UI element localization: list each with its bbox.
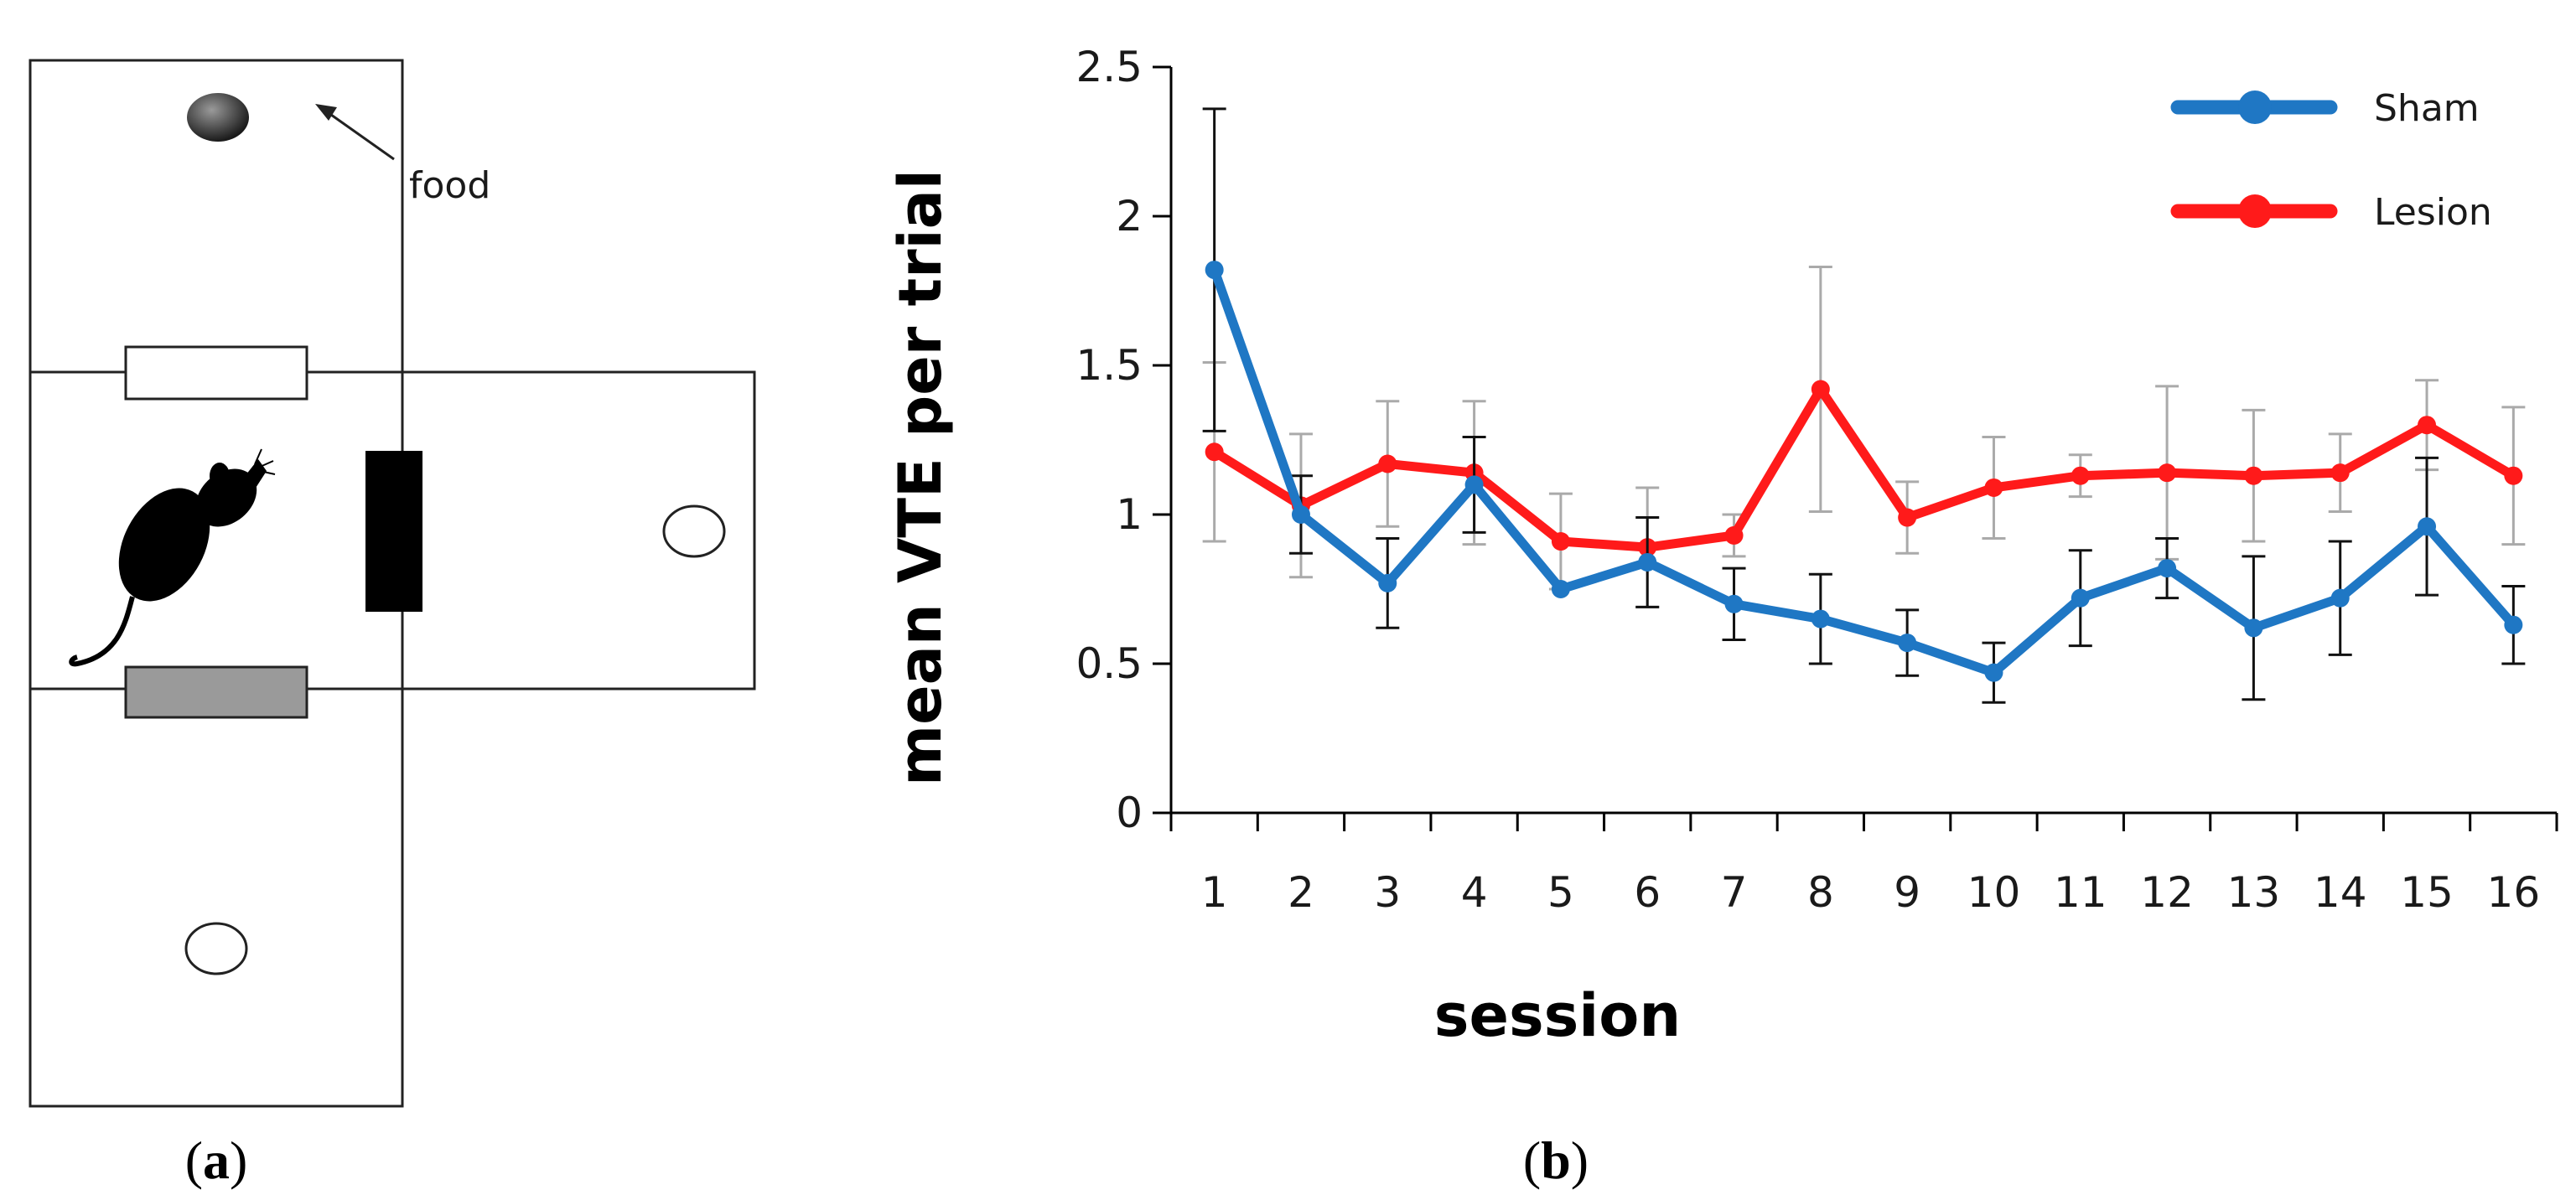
data-point bbox=[1724, 525, 1744, 545]
data-point bbox=[1464, 475, 1484, 494]
x-axis: 1 2 3 4 5 6 7 8 9 10 11 12 13 14 15 16 bbox=[1169, 811, 2558, 917]
x-tick-label: 7 bbox=[1721, 868, 1748, 917]
food-label: food bbox=[409, 164, 490, 207]
data-point bbox=[1638, 552, 1657, 572]
data-point bbox=[1205, 261, 1224, 280]
legend-label: Sham bbox=[2374, 87, 2480, 130]
panel-label-b: (b) bbox=[1523, 1130, 1589, 1190]
series-lesion bbox=[1202, 266, 2526, 608]
data-point bbox=[2418, 416, 2437, 435]
data-point bbox=[1724, 594, 1744, 613]
data-point bbox=[1551, 580, 1570, 598]
x-tick-label: 4 bbox=[1461, 868, 1488, 917]
series-line bbox=[1210, 268, 2517, 678]
line-chart: 00.511.522.5 1 2 3 4 5 6 7 8 9 10 11 12 13 14 15 16 Sha… bbox=[886, 43, 2558, 1190]
series-layer bbox=[1202, 107, 2526, 704]
data-point bbox=[1984, 478, 2003, 497]
data-point bbox=[2158, 559, 2177, 578]
legend-label: Lesion bbox=[2374, 191, 2492, 234]
legend-marker bbox=[2238, 194, 2272, 228]
x-axis-title: session bbox=[1434, 981, 1681, 1050]
data-point bbox=[2504, 466, 2523, 485]
data-point bbox=[1811, 380, 1830, 399]
y-tick-label: 2.5 bbox=[1075, 43, 1143, 91]
data-point bbox=[2158, 463, 2177, 483]
y-tick-label: 0.5 bbox=[1075, 639, 1143, 688]
y-tick-label: 1 bbox=[1116, 490, 1143, 539]
data-point bbox=[2504, 615, 2523, 634]
x-tick-label: 11 bbox=[2054, 868, 2107, 917]
rat-icon bbox=[69, 448, 276, 667]
y-tick-label: 0 bbox=[1116, 789, 1143, 837]
food-pellet-icon bbox=[187, 93, 249, 142]
data-point bbox=[2071, 588, 2090, 608]
data-point bbox=[1378, 573, 1397, 592]
x-tick-label: 6 bbox=[1634, 868, 1661, 917]
x-tick-label: 2 bbox=[1288, 868, 1314, 917]
data-point bbox=[2244, 466, 2263, 485]
panel-label-a: (a) bbox=[185, 1130, 248, 1190]
data-point bbox=[2071, 466, 2090, 485]
x-tick-label: 12 bbox=[2140, 868, 2194, 917]
series-sham bbox=[1202, 107, 2526, 704]
maze-diagram: food (a) bbox=[29, 59, 756, 1190]
data-point bbox=[2330, 588, 2350, 608]
x-tick-label: 10 bbox=[1967, 868, 2021, 917]
data-point bbox=[1291, 505, 1310, 524]
data-point bbox=[1898, 634, 1917, 653]
data-point bbox=[2244, 618, 2263, 638]
data-point bbox=[2418, 517, 2437, 536]
black-barrier bbox=[365, 451, 422, 612]
data-point bbox=[1898, 508, 1917, 527]
x-tick-label: 16 bbox=[2487, 868, 2541, 917]
y-tick-label: 2 bbox=[1116, 192, 1143, 241]
x-tick-label: 8 bbox=[1807, 868, 1834, 917]
data-point bbox=[2330, 463, 2350, 483]
white-barrier bbox=[124, 345, 308, 401]
data-point bbox=[1984, 663, 2003, 682]
legend-entry-sham: Sham bbox=[2170, 87, 2480, 130]
data-point bbox=[1205, 442, 1224, 462]
y-axis-title: mean VTE per trial bbox=[886, 169, 955, 786]
x-tick-label: 3 bbox=[1374, 868, 1401, 917]
goal-well-bottom-icon bbox=[184, 922, 248, 975]
legend-entry-lesion: Lesion bbox=[2170, 191, 2492, 234]
goal-well-right-icon bbox=[662, 504, 726, 558]
y-axis: 0 0.5 1 1.5 2 2.5 bbox=[1075, 43, 1173, 837]
x-tick-label: 5 bbox=[1547, 868, 1574, 917]
data-point bbox=[1378, 454, 1397, 473]
x-tick-label: 9 bbox=[1894, 868, 1920, 917]
data-point bbox=[1811, 609, 1830, 629]
legend: Sham Lesion bbox=[2170, 87, 2492, 234]
food-arrow-icon bbox=[315, 104, 395, 161]
x-tick-label: 15 bbox=[2400, 868, 2454, 917]
series-line bbox=[1211, 384, 2516, 552]
x-tick-label: 13 bbox=[2227, 868, 2281, 917]
x-tick-label: 14 bbox=[2314, 868, 2367, 917]
gray-barrier bbox=[124, 665, 308, 719]
maze-central-block bbox=[30, 372, 402, 689]
x-tick-label: 1 bbox=[1201, 868, 1228, 917]
data-point bbox=[1551, 532, 1570, 551]
legend-marker bbox=[2238, 91, 2272, 124]
y-tick-label: 1.5 bbox=[1075, 341, 1143, 390]
